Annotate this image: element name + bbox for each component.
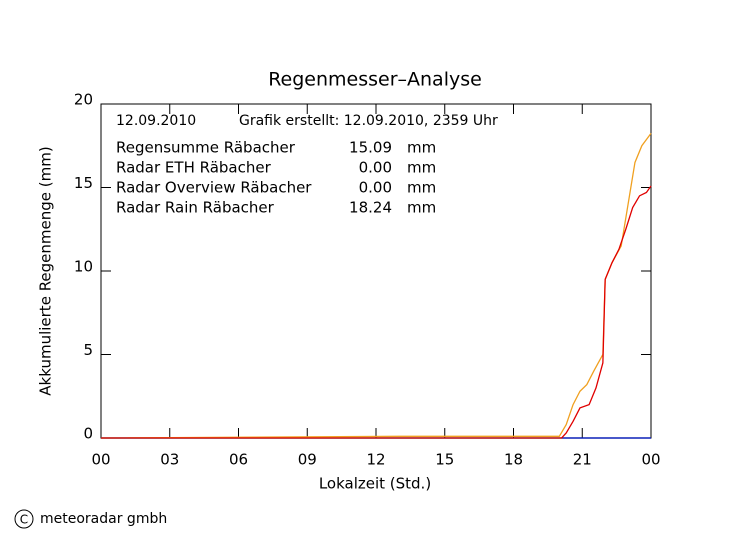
- footer: meteoradar gmbh: [40, 511, 167, 527]
- y-axis-label: Akkumulierte Regenmenge (mm): [37, 146, 55, 395]
- series-line: [100, 133, 652, 439]
- legend-entry: Regensumme Räbacher: [116, 139, 296, 157]
- x-tick-label: 18: [504, 451, 523, 469]
- copyright-symbol: C: [20, 513, 28, 527]
- legend-entry: Radar Rain Räbacher: [116, 199, 275, 217]
- x-axis-label: Lokalzeit (Std.): [319, 475, 431, 493]
- legend-unit: mm: [407, 179, 436, 197]
- x-tick-label: 21: [573, 451, 592, 469]
- x-tick-label: 12: [366, 451, 385, 469]
- y-tick-label: 10: [74, 258, 93, 276]
- legend-value: 15.09: [349, 139, 392, 157]
- legend-unit: mm: [407, 159, 436, 177]
- legend-unit: mm: [407, 139, 436, 157]
- y-tick-label: 15: [74, 174, 93, 192]
- legend-value: 0.00: [359, 179, 392, 197]
- y-tick-label: 5: [83, 341, 93, 359]
- chart-title: Regenmesser–Analyse: [268, 69, 482, 91]
- y-tick-label: 20: [74, 91, 93, 109]
- x-tick-label: 06: [229, 451, 248, 469]
- legend-value: 0.00: [359, 159, 392, 177]
- created-note: Grafik erstellt: 12.09.2010, 2359 Uhr: [239, 113, 498, 129]
- legend-unit: mm: [407, 199, 436, 217]
- copyright-circle: [14, 509, 34, 529]
- x-tick-label: 09: [298, 451, 317, 469]
- y-tick-label: 0: [83, 425, 93, 443]
- date: 12.09.2010: [116, 113, 196, 129]
- x-tick-label: 15: [435, 451, 454, 469]
- legend-entry: Radar ETH Räbacher: [116, 159, 272, 177]
- series-line: [101, 185, 652, 439]
- x-tick-label: 00: [641, 451, 660, 469]
- x-tick-label: 03: [160, 451, 179, 469]
- legend-value: 18.24: [349, 199, 392, 217]
- legend-entry: Radar Overview Räbacher: [116, 179, 312, 197]
- x-tick-label: 00: [91, 451, 110, 469]
